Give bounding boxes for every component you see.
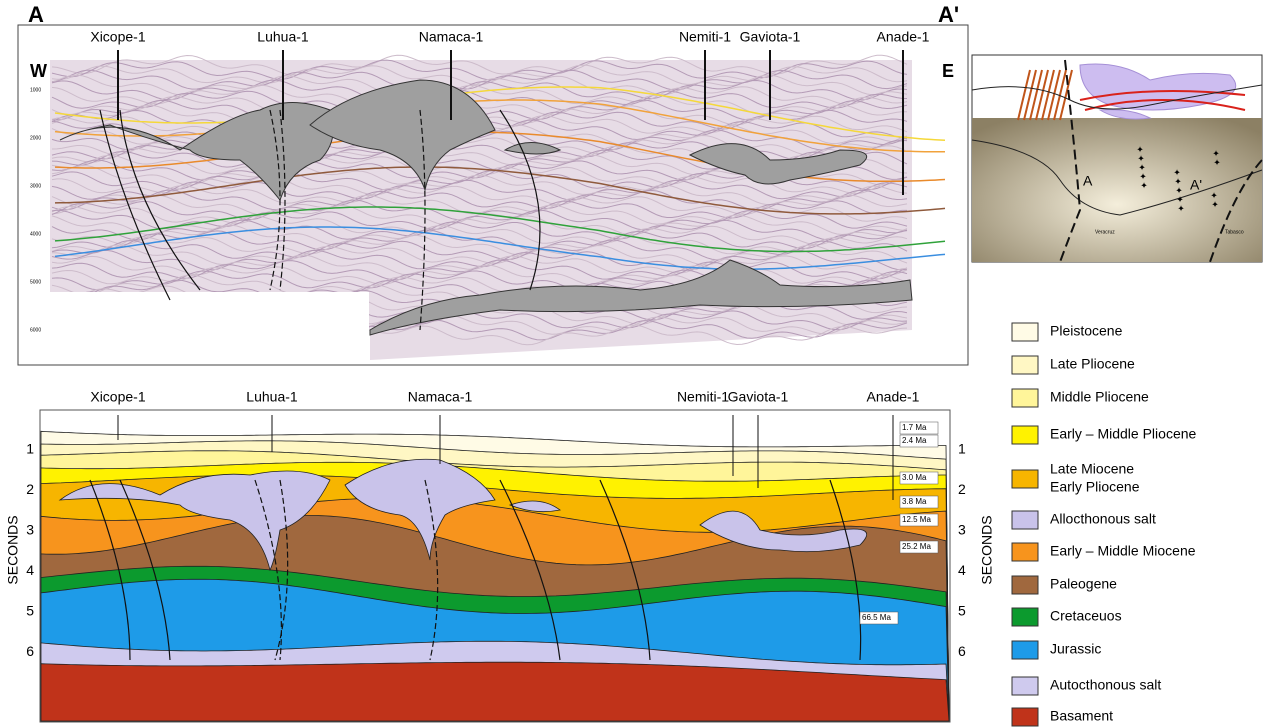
east-label: E: [942, 61, 954, 81]
section-end-label: A': [938, 2, 959, 27]
legend-label: Early – Middle Pliocene: [1050, 426, 1197, 442]
well-name: Luhua-1: [246, 389, 298, 405]
legend-label: Early – Middle Miocene: [1050, 543, 1196, 559]
y-tick-label: 4: [958, 562, 966, 578]
depth-tick: 2000: [30, 135, 41, 141]
y-tick-label: 1: [958, 441, 966, 457]
well-name: Gaviota-1: [728, 389, 789, 405]
legend-swatch: [1012, 677, 1038, 695]
legend-label: Early Pliocene: [1050, 479, 1140, 495]
legend-label: Jurassic: [1050, 641, 1101, 657]
well-name: Namaca-1: [408, 389, 473, 405]
depth-tick: 4000: [30, 231, 41, 237]
y-tick-label: 4: [26, 562, 34, 578]
y-tick-label: 6: [26, 643, 34, 659]
legend-label: Middle Pliocene: [1050, 389, 1149, 405]
well-name: Nemiti-1: [677, 389, 729, 405]
well-name: Xicope-1: [90, 389, 145, 405]
legend-swatch: [1012, 323, 1038, 341]
well-symbol: ✦: [1213, 157, 1221, 167]
west-label: W: [30, 61, 47, 81]
depth-tick: 6000: [30, 327, 41, 333]
y-tick-label: 2: [26, 481, 34, 497]
legend-label: Allocthonous salt: [1050, 511, 1156, 527]
blank-area: [19, 292, 369, 364]
depth-tick: 3000: [30, 183, 41, 189]
age-label: 1.7 Ma: [902, 423, 927, 432]
y-axis-label: SECONDS: [5, 515, 21, 584]
y-tick-label: 3: [958, 522, 966, 538]
legend-swatch: [1012, 356, 1038, 374]
well-symbol: ✦: [1177, 203, 1185, 213]
legend-swatch: [1012, 389, 1038, 407]
y-tick-label: 2: [958, 481, 966, 497]
map-label: A': [1190, 177, 1202, 193]
map-label: Veracruz: [1095, 229, 1115, 235]
legend-swatch: [1012, 608, 1038, 626]
well-name: Anade-1: [877, 29, 930, 45]
age-label: 2.4 Ma: [902, 436, 927, 445]
well-name: Gaviota-1: [740, 29, 801, 45]
y-tick-label: 1: [26, 441, 34, 457]
legend-label: Autocthonous salt: [1050, 677, 1161, 693]
y-tick-label: 5: [26, 603, 34, 619]
well-name: Xicope-1: [90, 29, 145, 45]
map-label: A: [1083, 173, 1093, 189]
age-label: 3.0 Ma: [902, 473, 927, 482]
y-tick-label: 3: [26, 522, 34, 538]
age-label: 66.5 Ma: [862, 613, 891, 622]
age-label: 12.5 Ma: [902, 515, 931, 524]
map-label: Tabasco: [1225, 229, 1244, 235]
well-name: Namaca-1: [419, 29, 484, 45]
legend-label: Late Miocene: [1050, 461, 1134, 477]
y-tick-label: 6: [958, 643, 966, 659]
well-symbol: ✦: [1211, 199, 1219, 209]
y-axis-label: SECONDS: [979, 515, 995, 584]
legend-swatch: [1012, 511, 1038, 529]
age-label: 3.8 Ma: [902, 497, 927, 506]
well-symbol: ✦: [1140, 180, 1148, 190]
depth-tick: 5000: [30, 279, 41, 285]
well-name: Anade-1: [867, 389, 920, 405]
legend-label: Late Pliocene: [1050, 356, 1135, 372]
legend-swatch: [1012, 470, 1038, 488]
legend-label: Cretaceuos: [1050, 608, 1122, 624]
legend-swatch: [1012, 543, 1038, 561]
legend-swatch: [1012, 708, 1038, 726]
age-label: 25.2 Ma: [902, 542, 931, 551]
well-name: Nemiti-1: [679, 29, 731, 45]
legend-label: Pleistocene: [1050, 323, 1123, 339]
legend-label: Paleogene: [1050, 576, 1117, 592]
legend-swatch: [1012, 576, 1038, 594]
figure: A A' Xicope-1Luhua-1Namaca-1Nemiti-1Gavi…: [0, 0, 1276, 727]
legend-swatch: [1012, 426, 1038, 444]
legend-swatch: [1012, 641, 1038, 659]
y-tick-label: 5: [958, 603, 966, 619]
depth-tick: 1000: [30, 87, 41, 93]
well-name: Luhua-1: [257, 29, 309, 45]
legend-label: Basament: [1050, 708, 1113, 724]
section-start-label: A: [28, 2, 44, 27]
